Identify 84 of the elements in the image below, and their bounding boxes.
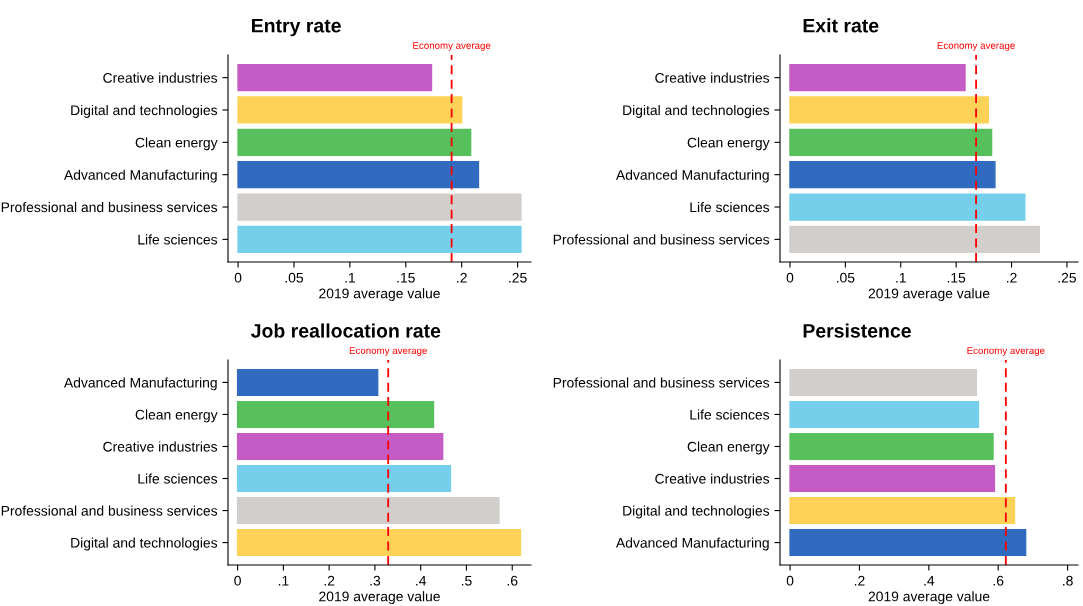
bar (789, 432, 994, 460)
bar (236, 497, 500, 525)
bar (789, 497, 1016, 525)
x-tick-label: 0 (786, 272, 794, 283)
bar (237, 193, 522, 221)
bar (236, 368, 379, 396)
y-tick-label: Advanced Manufacturing (63, 377, 217, 391)
bar (236, 432, 444, 460)
x-tick-label: .15 (397, 272, 415, 283)
x-tick-label: .4 (416, 575, 427, 586)
x-tick-label: .6 (507, 575, 518, 586)
y-tick-label: Life sciences (138, 473, 218, 484)
y-tick-label: Professional and business services (553, 377, 770, 388)
y-tick-label: Professional and business services (553, 234, 770, 245)
y-tick-label: Advanced Manufacturing (615, 537, 769, 551)
x-tick-label: .1 (896, 272, 906, 283)
x-tick-label: .6 (993, 575, 1004, 586)
ref-line-label: Economy average (967, 347, 1045, 356)
y-tick-label: Creative industries (103, 441, 218, 452)
bar (237, 64, 433, 92)
y-tick-label: Advanced Manufacturing (615, 169, 769, 183)
y-tick-label: Digital and technologies (71, 537, 218, 551)
y-tick-label: Creative industries (655, 72, 770, 83)
x-tick-label: .3 (370, 575, 381, 586)
bar (789, 529, 1027, 557)
bar (237, 161, 480, 189)
bar (789, 225, 1040, 253)
y-tick-label: Life sciences (690, 201, 770, 213)
x-tick-label: .2 (854, 575, 865, 586)
y-tick-label: Clean energy (135, 409, 218, 423)
x-tick-label: .05 (285, 272, 304, 283)
x-axis-title: 2019 average value (319, 591, 440, 605)
chart-title: Persistence (803, 323, 911, 338)
bar (789, 161, 996, 189)
y-tick-label: Professional and business services (1, 505, 218, 516)
x-axis-title: 2019 average value (319, 288, 440, 302)
ref-line-label: Economy average (349, 347, 427, 356)
y-tick-label: Digital and technologies (623, 505, 770, 519)
x-tick-label: .4 (924, 575, 935, 586)
x-tick-label: .25 (509, 272, 527, 283)
y-tick-label: Advanced Manufacturing (63, 169, 217, 183)
x-tick-label: 0 (234, 272, 242, 283)
ref-line-label: Economy average (413, 42, 491, 51)
bar (237, 96, 463, 124)
bar (237, 128, 472, 156)
x-tick-label: .2 (457, 272, 467, 283)
y-tick-label: Life sciences (138, 234, 218, 245)
x-tick-label: .2 (1007, 272, 1017, 283)
x-tick-label: 0 (786, 575, 794, 586)
bar (789, 400, 980, 428)
x-tick-label: .15 (947, 272, 966, 283)
bar (789, 96, 989, 124)
chart-title: Job reallocation rate (251, 323, 441, 338)
bar (789, 465, 996, 493)
y-tick-label: Digital and technologies (71, 104, 218, 118)
bar (789, 64, 966, 92)
x-tick-label: .1 (278, 575, 289, 586)
x-tick-label: .1 (345, 272, 355, 283)
y-tick-label: Life sciences (690, 409, 770, 420)
bar (789, 128, 993, 156)
bar (236, 400, 435, 428)
x-tick-label: .05 (836, 272, 855, 283)
x-axis-title: 2019 average value (868, 591, 990, 605)
bar (789, 193, 1026, 221)
bar (237, 225, 522, 253)
ref-line-label: Economy average (937, 42, 1015, 51)
x-tick-label: .5 (461, 575, 472, 586)
x-tick-label: .8 (1063, 575, 1073, 586)
y-tick-label: Creative industries (103, 72, 218, 83)
x-tick-label: .25 (1058, 272, 1076, 283)
y-tick-label: Digital and technologies (623, 104, 770, 118)
x-tick-label: 0 (234, 575, 241, 586)
x-tick-label: .2 (324, 575, 335, 586)
chart-title: Entry rate (252, 18, 341, 37)
bar (236, 529, 522, 557)
y-tick-label: Professional and business services (1, 201, 218, 213)
y-tick-label: Clean energy (687, 137, 770, 151)
y-tick-label: Clean energy (687, 441, 770, 455)
y-tick-label: Clean energy (135, 137, 218, 151)
x-axis-title: 2019 average value (868, 288, 990, 302)
bar (236, 465, 452, 493)
bar (789, 368, 978, 396)
chart-title: Exit rate (803, 18, 879, 33)
y-tick-label: Creative industries (655, 473, 770, 484)
